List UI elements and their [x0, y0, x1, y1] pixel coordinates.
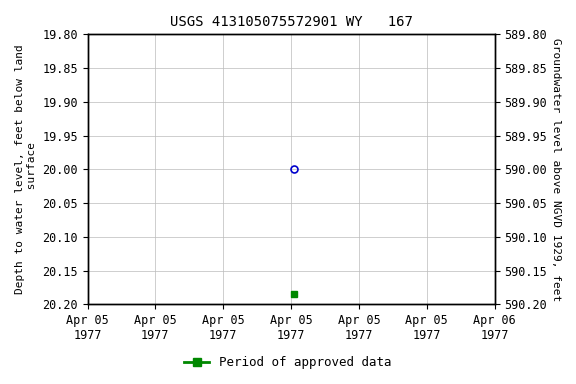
- Y-axis label: Groundwater level above NGVD 1929, feet: Groundwater level above NGVD 1929, feet: [551, 38, 561, 301]
- Legend: Period of approved data: Period of approved data: [179, 351, 397, 374]
- Title: USGS 413105075572901 WY   167: USGS 413105075572901 WY 167: [170, 15, 412, 29]
- Y-axis label: Depth to water level, feet below land
 surface: Depth to water level, feet below land su…: [15, 45, 37, 294]
